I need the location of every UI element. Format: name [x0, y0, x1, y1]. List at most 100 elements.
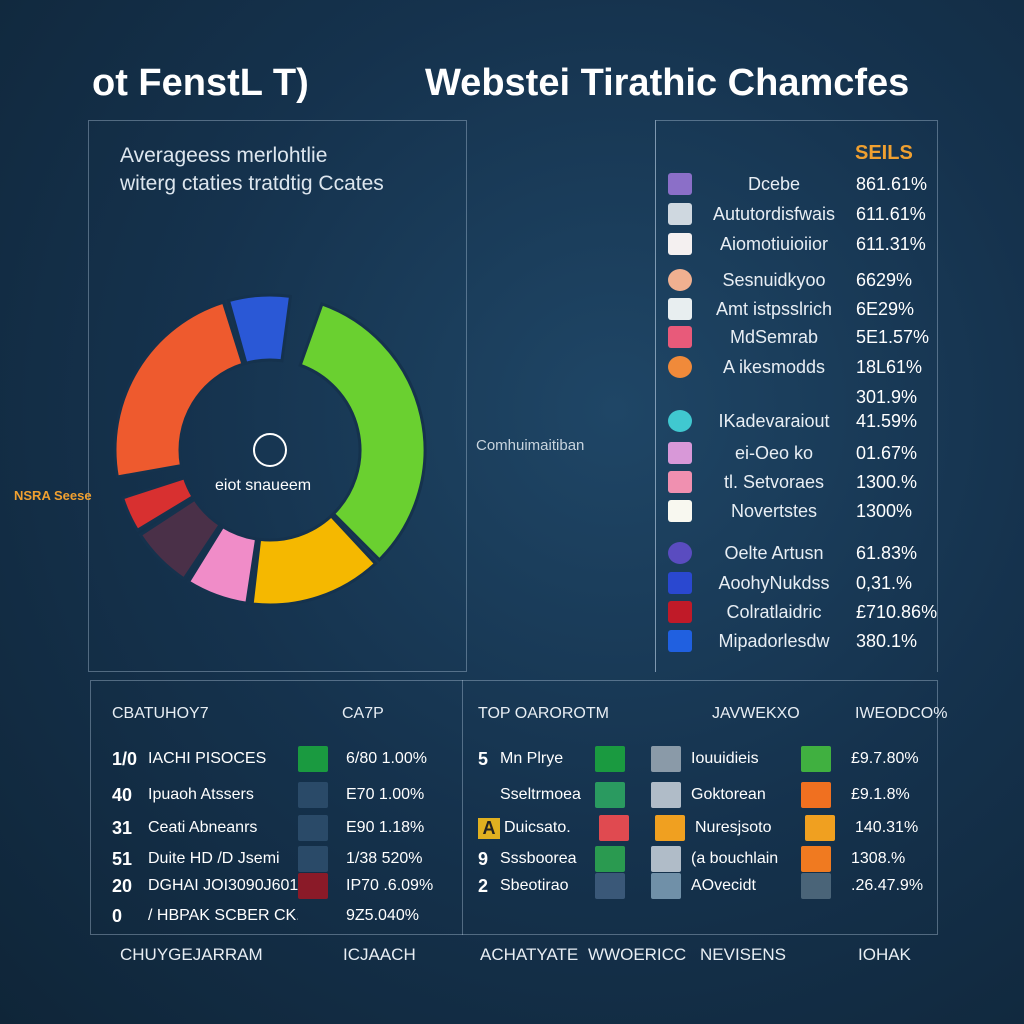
footer-item: IOHAK	[858, 945, 911, 964]
legend-label: IKadevaraiout	[718, 410, 830, 431]
donut-center-label: eiot snaueem	[215, 477, 312, 494]
legend-value: 61.83%	[856, 542, 918, 563]
legend-item: Mipadorlesdw 380.1%	[668, 628, 928, 654]
rank: 9	[478, 848, 489, 869]
rank: 1/0	[112, 748, 138, 769]
row-name: Ceati Abneanrs	[148, 819, 258, 836]
legend-item: Dcebe 861.61%	[668, 171, 928, 197]
legend-label: Aututordisfwais	[712, 203, 836, 224]
row-value: 1308.%	[851, 850, 906, 867]
row-value: 140.31%	[855, 819, 919, 836]
document-icon-icon	[668, 269, 692, 291]
footer-item: NEVISENS	[700, 945, 786, 964]
legend-label: Oelte Artusn	[724, 542, 824, 563]
column-header: IWEODCO%	[855, 705, 948, 722]
row-name: IACHI PISOCES	[148, 750, 267, 767]
pie-slice	[186, 524, 259, 605]
legend-label: tl. Setvoraes	[723, 471, 825, 492]
column-header: TOP OAROROTM	[478, 705, 609, 722]
category-icon	[298, 903, 328, 929]
pink-icon-icon	[668, 326, 692, 348]
row-value: E90 1.18%	[346, 819, 425, 836]
rank: 2	[478, 875, 489, 896]
rank: 40	[112, 784, 133, 805]
legend-label: Sesnuidkyoo	[722, 269, 826, 290]
page-title: Webstei Tirathic Chamcfes	[425, 62, 910, 104]
row-value: £9.7.80%	[851, 750, 919, 767]
row-channel: Goktorean	[691, 786, 766, 803]
center-circle	[253, 433, 287, 467]
channel-icon	[651, 782, 681, 808]
channel-icon	[651, 746, 681, 772]
legend-label: ei-Oeo ko	[734, 442, 814, 463]
row-value: IP70 .6.09%	[346, 877, 434, 894]
row-value: E70 1.00%	[346, 786, 425, 803]
legend-value: 41.59%	[856, 410, 918, 431]
rank: A	[478, 817, 500, 839]
row-name: Duite HD /D Jsemi	[148, 850, 280, 867]
legend-item: Colratlaidric £710.86%	[668, 599, 938, 625]
legend-value: 18L61%	[856, 356, 923, 377]
list-icon-icon	[668, 356, 692, 378]
legend-value: 611.31%	[856, 233, 926, 254]
channel-icon	[655, 815, 685, 841]
row-value: .26.47.9%	[851, 877, 924, 894]
legend-item: Aututordisfwais 611.61%	[668, 201, 928, 227]
row-channel: Nuresjsoto	[695, 819, 772, 836]
column-header: JAVWEKXO	[712, 705, 800, 722]
footer-item: ACHATYATE	[480, 945, 579, 964]
legend-value: £710.86%	[856, 601, 938, 622]
alert-icon-icon	[668, 601, 692, 623]
legend-header: SEILS	[855, 142, 913, 164]
table-row: 2 Sbeotirao AOvecidt .26.47.9%	[478, 872, 928, 900]
channel-icon	[651, 846, 681, 872]
legend-label: Amt istpsslrich	[715, 298, 832, 319]
square-icon-icon	[668, 442, 692, 464]
table-row: 20 DGHAI JOI3090J601 IP70 .6.09%	[112, 872, 442, 900]
pie-slice	[138, 497, 223, 582]
table-row: Sseltrmoea Goktorean £9.1.8%	[478, 781, 928, 809]
row-channel: (a bouchlain	[691, 850, 779, 867]
status-icon	[801, 846, 831, 872]
legend-item: Novertstes 1300%	[668, 498, 928, 524]
legend-value: 01.67%	[856, 442, 918, 463]
middle-panel	[466, 120, 656, 672]
table-row: 5 Mn Plrye Iouuidieis £9.7.80%	[478, 745, 928, 773]
row-name: DGHAI JOI3090J601	[148, 877, 298, 894]
row-channel: AOvecidt	[691, 877, 756, 894]
legend-item: Sesnuidkyoo 6629%	[668, 267, 928, 293]
row-channel: Iouuidieis	[691, 750, 759, 767]
table-row: 40 Ipuaoh Atssers E70 1.00%	[112, 781, 442, 809]
footer-item: CHUYGEJARRAM	[120, 945, 263, 964]
legend-value: 6E29%	[856, 298, 915, 319]
category-icon	[298, 815, 328, 841]
row-value: 6/80 1.00%	[346, 750, 427, 767]
source-icon	[595, 873, 625, 899]
rank: 5	[478, 748, 489, 769]
legend-item: Aiomotiuioiior 611.31%	[668, 231, 928, 257]
legend-item: Amt istpsslrich 6E29%	[668, 296, 928, 322]
legend-value: 6629%	[856, 269, 913, 290]
chart-panel	[88, 120, 466, 672]
category-icon	[298, 746, 328, 772]
title-left: ot FenstL T)	[92, 62, 309, 104]
middle-label: Comhuimaitiban	[476, 437, 585, 454]
row-value: 1/38 520%	[346, 850, 423, 867]
legend-value: 861.61%	[856, 173, 928, 194]
table-row: 0 / HBPAK SCBER CK. 9Z5.040%	[112, 902, 442, 930]
legend-panel	[655, 120, 938, 672]
chart-subtitle: Averageess merlohtlie witerg ctaties tra…	[120, 142, 384, 198]
pie-slice	[250, 513, 378, 607]
row-name: Sssboorea	[500, 850, 577, 867]
rank: 31	[112, 817, 133, 838]
row-name: Sbeotirao	[500, 877, 569, 894]
status-icon	[801, 873, 831, 899]
side-label: NSRA Seese	[14, 488, 92, 503]
rank: 0	[112, 905, 123, 926]
bottom-panel	[90, 680, 938, 935]
square-icon-icon	[668, 572, 692, 594]
pie-slice	[113, 300, 245, 479]
legend-value: 1300%	[856, 500, 913, 521]
subtitle-line: Averageess merlohtlie	[120, 144, 328, 167]
legend-label: Mipadorlesdw	[718, 630, 830, 651]
